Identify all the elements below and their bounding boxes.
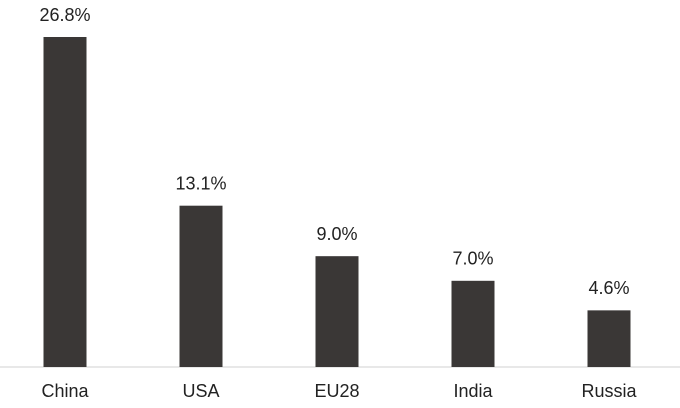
x-tick-label: India bbox=[453, 381, 493, 401]
x-tick-label: EU28 bbox=[314, 381, 359, 401]
bar bbox=[315, 256, 359, 367]
bar bbox=[451, 280, 495, 367]
value-label: 7.0% bbox=[452, 249, 493, 269]
value-label: 9.0% bbox=[316, 224, 357, 244]
x-tick-label: USA bbox=[182, 381, 219, 401]
value-label: 26.8% bbox=[39, 5, 90, 25]
bar bbox=[179, 205, 223, 367]
value-label: 4.6% bbox=[588, 278, 629, 298]
x-tick-label: Russia bbox=[581, 381, 637, 401]
bar bbox=[43, 37, 87, 367]
x-tick-label: China bbox=[41, 381, 89, 401]
bar bbox=[587, 310, 631, 367]
value-label: 13.1% bbox=[175, 173, 226, 193]
